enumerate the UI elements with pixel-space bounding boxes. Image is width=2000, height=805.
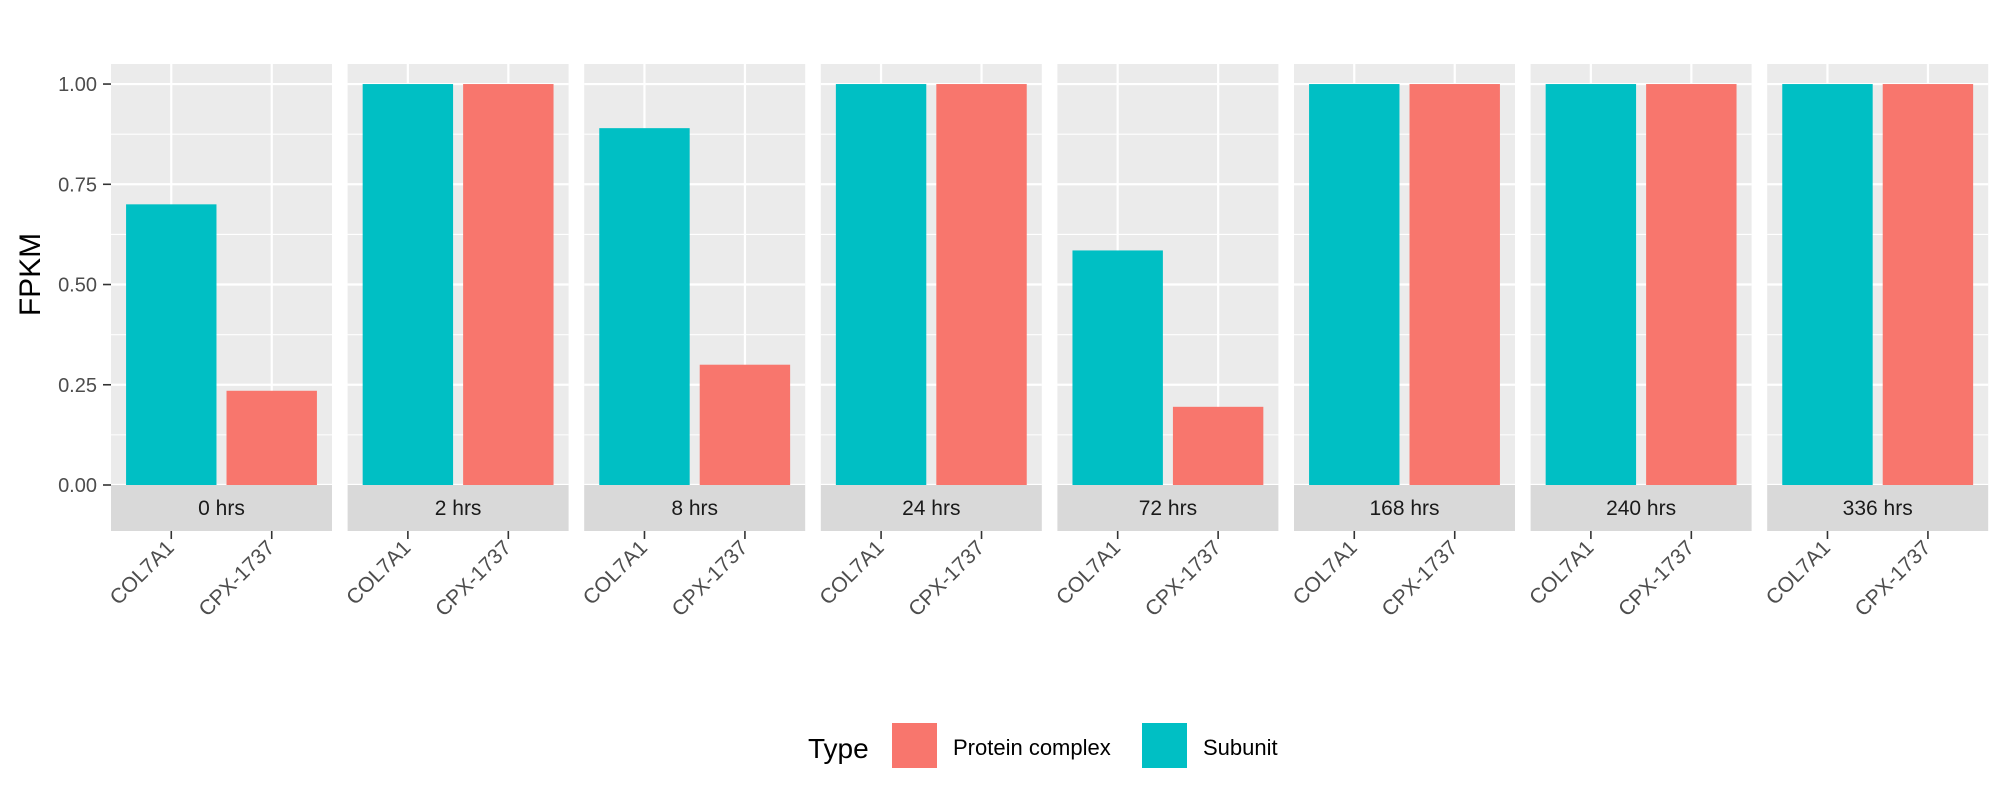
facet-label: 240 hrs: [1606, 497, 1676, 520]
x-tick-label: COL7A1: [106, 536, 179, 609]
facet-panel: 336 hrs COL7A1 CPX-1737: [1762, 64, 1989, 621]
bar: [699, 364, 791, 485]
facet-label: 2 hrs: [435, 497, 482, 520]
x-tick-label: CPX-1737: [668, 536, 753, 621]
x-tick-label: COL7A1: [342, 536, 415, 609]
facet-strip: [1057, 485, 1279, 531]
x-tick-label: CPX-1737: [431, 536, 516, 621]
facet-strip: [347, 485, 569, 531]
facet-panel: 168 hrs COL7A1 CPX-1737: [1289, 64, 1515, 621]
x-tick-label: CPX-1737: [1377, 536, 1462, 621]
y-tick-label: 1.00: [58, 74, 97, 96]
bar: [1072, 250, 1163, 485]
bar: [1172, 406, 1264, 485]
facet-strip: [584, 485, 806, 531]
x-tick-label: COL7A1: [1762, 536, 1835, 609]
facet-strip: [1530, 485, 1752, 531]
x-tick-label: COL7A1: [815, 536, 888, 609]
facet-panel: 72 hrs COL7A1 CPX-1737: [1052, 64, 1279, 621]
x-tick-label: COL7A1: [579, 536, 652, 609]
bar: [1882, 84, 1974, 486]
facet-strip: [111, 485, 332, 531]
facet-label: 24 hrs: [902, 497, 960, 520]
bar: [936, 84, 1027, 486]
y-tick-label: 0.50: [58, 275, 97, 297]
y-tick-label: 0.75: [58, 174, 97, 196]
bar: [463, 84, 554, 486]
legend-title: Type: [808, 733, 869, 764]
facet-panel: 2 hrs COL7A1 CPX-1737: [342, 64, 569, 621]
bar: [599, 128, 690, 485]
facet-panel: 8 hrs COL7A1 CPX-1737: [579, 64, 806, 621]
x-tick-label: COL7A1: [1289, 536, 1362, 609]
legend-key: [892, 723, 937, 768]
bar: [126, 204, 217, 486]
bar: [1545, 84, 1637, 486]
facet-panel: 0 hrs COL7A1 CPX-1737: [106, 64, 332, 621]
bar: [362, 84, 454, 486]
y-tick-label: 0.25: [58, 375, 97, 397]
x-tick-label: COL7A1: [1052, 536, 1125, 609]
bar: [1309, 84, 1400, 486]
bar: [835, 84, 927, 486]
x-tick-label: CPX-1737: [1851, 536, 1936, 621]
x-tick-label: CPX-1737: [904, 536, 989, 621]
legend-label: Protein complex: [953, 735, 1111, 760]
facet-strip: [820, 485, 1042, 531]
bar: [1782, 84, 1873, 486]
x-tick-label: CPX-1737: [1141, 536, 1226, 621]
y-axis-label: FPKM: [14, 233, 47, 316]
facet-panel: 24 hrs COL7A1 CPX-1737: [815, 64, 1042, 621]
x-tick-label: CPX-1737: [1614, 536, 1699, 621]
bar: [1646, 84, 1737, 486]
facet-label: 168 hrs: [1369, 497, 1439, 520]
facet-label: 8 hrs: [671, 497, 718, 520]
facet-label: 0 hrs: [198, 497, 245, 520]
bar: [226, 390, 317, 485]
x-tick-label: COL7A1: [1525, 536, 1598, 609]
bar: [1409, 84, 1500, 486]
legend-key: [1142, 723, 1187, 768]
facet-strip: [1767, 485, 1989, 531]
facet-label: 336 hrs: [1843, 497, 1913, 520]
legend-label: Subunit: [1203, 735, 1278, 760]
facet-strip: [1294, 485, 1515, 531]
x-tick-label: CPX-1737: [194, 536, 279, 621]
y-tick-label: 0.00: [58, 475, 97, 497]
facet-panel: 240 hrs COL7A1 CPX-1737: [1525, 64, 1752, 621]
facet-label: 72 hrs: [1139, 497, 1197, 520]
